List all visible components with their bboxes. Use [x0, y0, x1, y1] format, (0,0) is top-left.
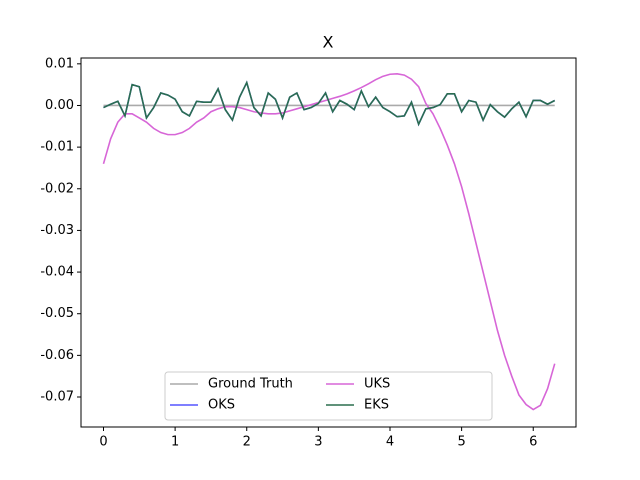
- legend-label: OKS: [208, 398, 235, 413]
- y-tick-label: -0.07: [40, 390, 74, 405]
- x-tick-label: 1: [171, 435, 179, 450]
- x-tick-label: 5: [457, 435, 465, 450]
- plot-frame: [80, 57, 577, 428]
- y-tick-label: 0.00: [45, 98, 74, 113]
- x-tick-label: 0: [99, 435, 107, 450]
- chart-title: X: [323, 33, 334, 52]
- legend-label: UKS: [364, 377, 390, 392]
- series-line: [102, 73, 556, 411]
- plot-lines: [102, 73, 556, 411]
- y-tick-label: -0.05: [40, 306, 74, 321]
- x-tick-label: 4: [386, 435, 394, 450]
- y-tick-label: -0.03: [40, 223, 74, 238]
- legend-label: EKS: [364, 398, 389, 413]
- y-tick-label: -0.04: [40, 265, 74, 280]
- x-tick-label: 6: [529, 435, 537, 450]
- y-tick-label: -0.01: [40, 140, 74, 155]
- y-tick-label: -0.02: [40, 181, 74, 196]
- y-tick-label: -0.06: [40, 348, 74, 363]
- x-tick-label: 3: [314, 435, 322, 450]
- legend-box: [164, 371, 493, 421]
- x-tick-label: 2: [243, 435, 251, 450]
- legend-label: Ground Truth: [208, 377, 293, 392]
- y-tick-label: 0.01: [45, 56, 74, 71]
- series-line: [103, 80, 556, 127]
